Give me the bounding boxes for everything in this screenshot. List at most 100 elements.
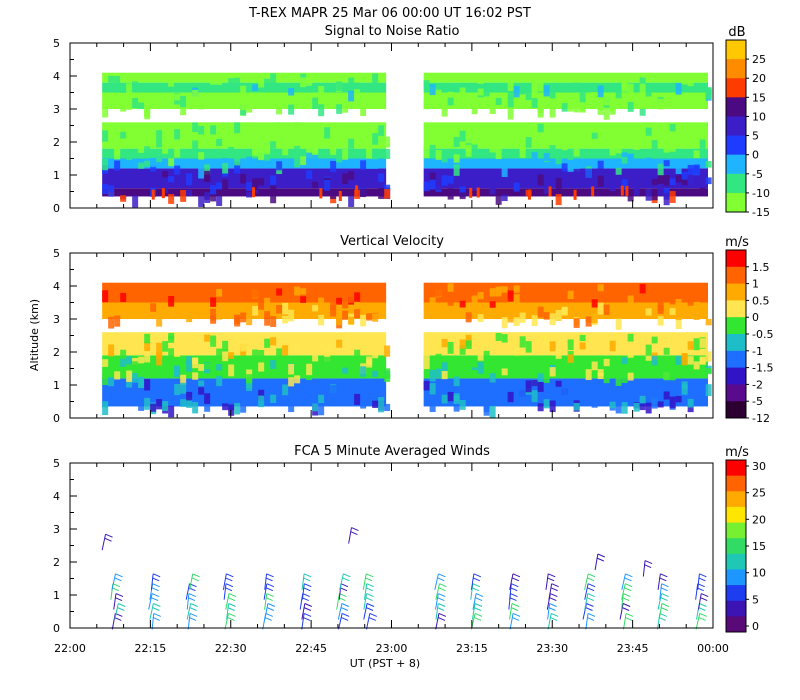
heatmap-cell xyxy=(294,157,301,168)
wind-barb xyxy=(658,603,663,620)
heatmap-cell xyxy=(144,378,151,391)
colorbar-label: 0 xyxy=(752,620,759,633)
y-tick-label: 2 xyxy=(53,136,60,149)
heatmap-cell xyxy=(216,288,223,297)
heatmap-cell xyxy=(324,356,331,364)
heatmap-cell xyxy=(669,123,676,132)
heatmap-cell xyxy=(579,92,586,105)
heatmap-cell xyxy=(162,171,169,178)
wind-barb-flag xyxy=(437,616,446,621)
wind-barb xyxy=(642,560,646,577)
heatmap-cell xyxy=(573,148,580,157)
heatmap-cell xyxy=(609,306,616,316)
heatmap-cell xyxy=(144,160,151,167)
heatmap-cell xyxy=(537,373,544,382)
heatmap-cell xyxy=(645,308,652,316)
heatmap-cell xyxy=(603,108,610,120)
heatmap-cell xyxy=(483,150,490,158)
heatmap-cell xyxy=(423,146,430,158)
colorbar-swatch xyxy=(726,266,746,285)
x-tick-label: 23:15 xyxy=(456,642,488,655)
heatmap-cell xyxy=(198,380,205,389)
heatmap-cell xyxy=(525,91,532,101)
colorbar-label: 1 xyxy=(752,278,759,291)
wind-barb-flag xyxy=(340,607,349,611)
heatmap-cell xyxy=(489,134,496,145)
wind-barb-flag xyxy=(698,577,706,582)
wind-barb xyxy=(336,593,340,610)
heatmap-cell xyxy=(663,142,670,153)
heatmap-cell xyxy=(222,163,229,174)
heatmap-cell xyxy=(525,129,532,137)
heatmap-cell xyxy=(144,351,151,363)
heatmap-cell xyxy=(429,172,436,180)
heatmap-cell xyxy=(372,400,379,408)
colorbar-swatch xyxy=(726,334,746,352)
heatmap-cell xyxy=(621,157,628,164)
heatmap-cell xyxy=(645,402,652,414)
heatmap-cell xyxy=(360,105,367,117)
colorbar-swatch xyxy=(726,116,746,137)
heatmap-cell xyxy=(447,283,454,292)
heatmap-cell xyxy=(270,337,277,346)
heatmap-cell xyxy=(705,351,712,362)
wind-barb xyxy=(695,613,701,630)
heatmap-cell xyxy=(669,396,676,409)
heatmap-cell xyxy=(342,149,349,160)
heatmap-cell xyxy=(258,389,265,401)
heatmap-cell xyxy=(246,156,253,165)
colorbar-label: 0 xyxy=(752,149,759,162)
heatmap-cell xyxy=(156,137,163,148)
heatmap-cell xyxy=(120,358,127,367)
heatmap-cell xyxy=(501,286,508,293)
wind-barb-flag xyxy=(265,587,274,592)
heatmap-cell xyxy=(423,80,430,88)
wind-barb-flag xyxy=(153,603,161,607)
heatmap-cell xyxy=(198,152,205,160)
wind-barb-flag xyxy=(586,587,595,592)
heatmap-cell xyxy=(168,95,175,103)
heatmap-cell xyxy=(663,347,670,355)
colorbar-label: -12 xyxy=(752,412,770,425)
wind-barb-flag xyxy=(302,593,310,598)
wind-barb-flag xyxy=(339,593,347,598)
heatmap-cell xyxy=(198,99,205,110)
heatmap-cell xyxy=(186,391,193,401)
heatmap-cell xyxy=(228,352,235,359)
heatmap-cell xyxy=(603,339,610,349)
colorbar-label: 0.5 xyxy=(752,294,770,307)
heatmap-cell xyxy=(330,146,337,155)
wind-barb xyxy=(264,603,269,620)
heatmap-cell xyxy=(324,135,331,143)
heatmap-cell xyxy=(222,179,229,190)
heatmap-cell xyxy=(639,403,646,411)
colorbar-swatch xyxy=(726,538,746,555)
heatmap-cell xyxy=(192,357,199,369)
heatmap-cell xyxy=(597,372,604,380)
wind-barb-flag xyxy=(368,616,376,621)
wind-barb xyxy=(363,603,368,620)
wind-barb-flag xyxy=(350,531,358,536)
heatmap-cell xyxy=(429,340,436,353)
heatmap-cell xyxy=(507,297,514,307)
wind-barb xyxy=(659,583,663,600)
heatmap-cell xyxy=(579,334,586,342)
heatmap-cell xyxy=(120,195,127,202)
heatmap-cell xyxy=(615,143,622,154)
heatmap-cell xyxy=(573,163,580,172)
heatmap-cell xyxy=(264,311,271,320)
heatmap-cell xyxy=(597,160,604,169)
y-tick-label: 3 xyxy=(53,103,60,116)
heatmap-cell xyxy=(561,103,568,112)
heatmap-cell xyxy=(180,108,187,116)
wind-barb xyxy=(151,613,155,630)
colorbar-swatch xyxy=(726,553,746,570)
heatmap-cell xyxy=(318,85,325,97)
colorbar-label: 20 xyxy=(752,513,766,526)
heatmap-cell xyxy=(240,340,247,352)
heatmap-cell xyxy=(264,154,271,161)
y-tick-label: 5 xyxy=(53,457,60,470)
wind-barb-flag xyxy=(438,587,446,592)
heatmap-cell xyxy=(300,383,307,392)
heatmap-cell xyxy=(663,391,670,400)
